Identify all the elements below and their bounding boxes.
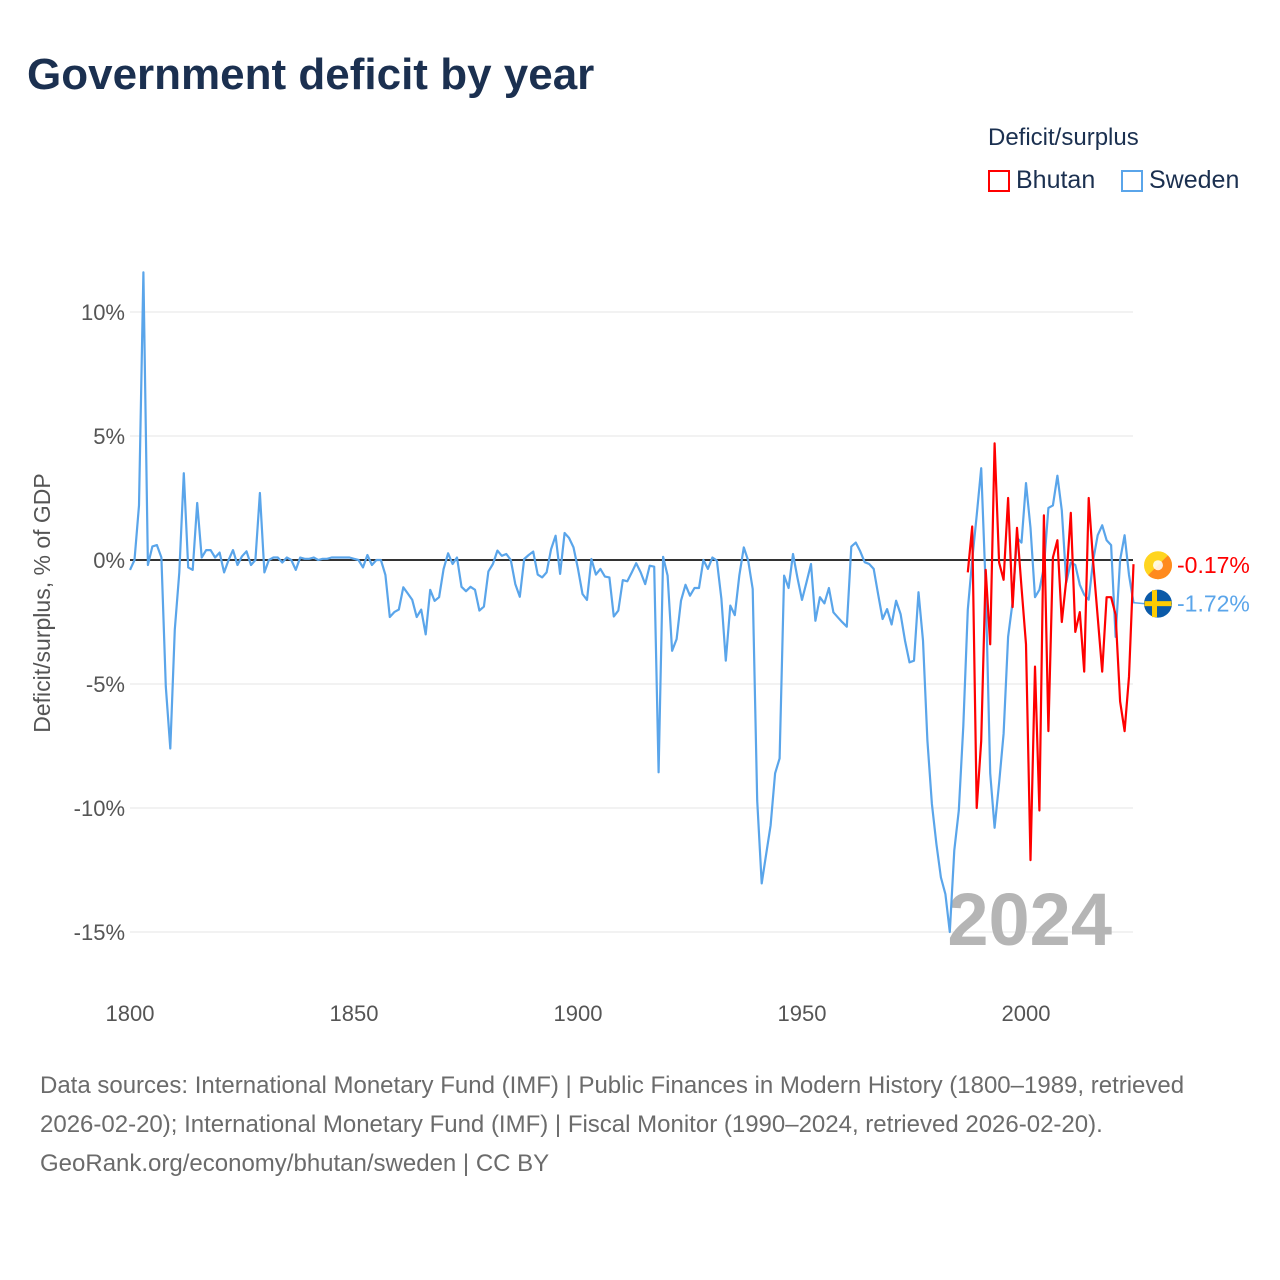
year-watermark: 2024 — [947, 878, 1112, 961]
sweden-flag-icon — [1144, 589, 1172, 618]
legend-swatch-sweden — [1121, 169, 1143, 192]
series-line-sweden[interactable] — [128, 271, 1135, 934]
bhutan-flag-icon — [1144, 551, 1173, 580]
legend-label-bhutan: Bhutan — [1016, 166, 1096, 194]
attribution-link[interactable]: GeoRank.org/economy/bhutan/sweden | CC B… — [40, 1150, 550, 1177]
y-tick-label: -10% — [74, 796, 125, 821]
legend-label-sweden: Sweden — [1149, 166, 1240, 194]
legend-item-sweden[interactable]: Sweden — [1121, 166, 1239, 195]
y-tick-label: 10% — [81, 300, 125, 325]
y-axis-label: Deficit/surplus, % of GDP — [29, 473, 55, 732]
x-tick-label: 1950 — [778, 1001, 827, 1026]
chart-plot: 10% 5% 0% -5% -10% -15% 1800 1850 1900 1950 2000 D… — [29, 271, 1250, 1026]
sweden-connector — [1132, 601, 1146, 605]
series-line-bhutan[interactable] — [966, 442, 1135, 862]
legend-swatch-bhutan — [988, 169, 1010, 192]
y-tick-label: 0% — [93, 548, 125, 573]
legend-title: Deficit/surplus — [988, 124, 1139, 151]
x-tick-label: 1800 — [106, 1001, 155, 1026]
y-tick-label: -5% — [86, 672, 125, 697]
bhutan-end-label: -0.17% — [1177, 552, 1250, 578]
x-tick-label: 2000 — [1002, 1001, 1051, 1026]
y-tick-label: 5% — [93, 424, 125, 449]
sweden-end-label: -1.72% — [1177, 591, 1250, 617]
data-sources: Data sources: International Monetary Fun… — [40, 1072, 1185, 1138]
footer: Data sources: International Monetary Fun… — [40, 1066, 1240, 1183]
x-tick-label: 1850 — [330, 1001, 379, 1026]
x-tick-label: 1900 — [554, 1001, 603, 1026]
legend-item-bhutan[interactable]: Bhutan — [988, 166, 1095, 195]
y-tick-label: -15% — [74, 920, 125, 945]
chart-title: Government deficit by year — [27, 50, 595, 99]
